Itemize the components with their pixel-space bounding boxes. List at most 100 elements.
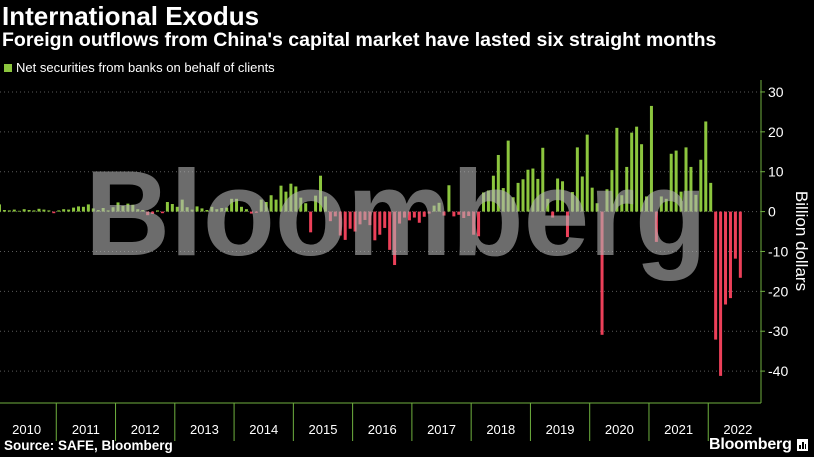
bar-2011-month-8 xyxy=(91,208,95,212)
bloomberg-terminal-icon xyxy=(796,439,808,451)
bar-2020-month-8 xyxy=(625,166,629,212)
bar-2017-month-4 xyxy=(427,211,431,214)
x-tick-label-2010: 2010 xyxy=(12,422,41,437)
bar-2014-month-11 xyxy=(284,191,288,212)
bar-2011-month-11 xyxy=(106,210,110,212)
bar-2019-month-6 xyxy=(556,178,560,212)
bar-2012-month-10 xyxy=(160,211,164,214)
bar-2013-month-2 xyxy=(180,199,184,212)
bar-2014-month-1 xyxy=(235,198,239,212)
legend-swatch xyxy=(4,64,12,72)
bar-2010-month-10 xyxy=(42,209,46,212)
bar-2020-month-6 xyxy=(615,127,619,212)
bar-2016-month-8 xyxy=(388,211,392,250)
y-tick-label--30: -30 xyxy=(768,323,788,339)
bar-2019-month-12 xyxy=(585,134,589,212)
bar-2019-month-9 xyxy=(570,192,574,212)
bar-2011-month-2 xyxy=(62,209,66,212)
bar-2016-month-5 xyxy=(373,211,377,241)
bar-2017-month-8 xyxy=(447,185,451,212)
bar-2010-month-2 xyxy=(2,210,6,212)
bar-2020-month-1 xyxy=(590,187,594,212)
y-tick-label-20: 20 xyxy=(768,124,784,140)
x-tick-label-2015: 2015 xyxy=(309,422,338,437)
bar-2014-month-4 xyxy=(249,211,253,214)
x-tick-label-2021: 2021 xyxy=(664,422,693,437)
y-tick-labels: 30 20 10 0 -10 -20 -30 -40 xyxy=(768,84,788,379)
legend-label: Net securities from banks on behalf of c… xyxy=(16,60,275,75)
bar-2022-month-1 xyxy=(709,182,713,212)
x-tick-label-2019: 2019 xyxy=(546,422,575,437)
bar-2019-month-1 xyxy=(531,168,535,212)
bar-2018-month-3 xyxy=(482,192,486,212)
bar-2016-month-1 xyxy=(353,211,357,232)
bar-2020-month-12 xyxy=(645,196,648,212)
watermark: Bloomberg xyxy=(85,145,707,281)
bar-2017-month-9 xyxy=(452,211,456,217)
bar-2018-month-9 xyxy=(511,197,515,212)
bar-2015-month-11 xyxy=(343,211,347,240)
y-tick-label--10: -10 xyxy=(768,243,788,259)
x-tick-label-2017: 2017 xyxy=(427,422,456,437)
bar-2016-month-6 xyxy=(378,211,382,235)
bar-2016-month-10 xyxy=(398,211,402,224)
bar-2018-month-1 xyxy=(472,211,476,235)
bar-2016-month-3 xyxy=(363,211,367,220)
bar-2010-month-8 xyxy=(32,210,36,212)
bar-2013-month-4 xyxy=(190,209,194,212)
bar-2021-month-9 xyxy=(689,166,693,212)
bar-2020-month-7 xyxy=(620,195,624,212)
bar-2015-month-8 xyxy=(328,211,332,222)
bar-2011-month-4 xyxy=(72,207,76,212)
bar-2021-month-1 xyxy=(649,105,653,212)
bar-2014-month-10 xyxy=(279,185,283,212)
bar-2017-month-11 xyxy=(462,211,466,218)
bar-2018-month-5 xyxy=(491,175,495,212)
bar-2014-month-9 xyxy=(274,199,278,212)
bar-2022-month-4 xyxy=(724,211,728,305)
x-tick-label-2014: 2014 xyxy=(249,422,278,437)
x-tick-label-2016: 2016 xyxy=(368,422,397,437)
bar-2021-month-6 xyxy=(674,150,678,212)
bar-2012-month-1 xyxy=(116,202,120,212)
bar-2010-month-3 xyxy=(7,210,11,212)
bar-2017-month-10 xyxy=(457,211,461,215)
bar-2010-month-7 xyxy=(27,210,31,212)
x-tick-label-2012: 2012 xyxy=(131,422,160,437)
bar-2012-month-9 xyxy=(156,210,160,212)
bar-2020-month-4 xyxy=(605,189,609,212)
bar-2020-month-3 xyxy=(600,211,604,335)
bar-2014-month-2 xyxy=(239,206,243,212)
y-tick-label--40: -40 xyxy=(768,363,788,379)
bar-2019-month-5 xyxy=(551,211,555,218)
bar-2021-month-8 xyxy=(684,147,688,212)
bar-2014-month-5 xyxy=(254,211,258,213)
bar-2021-month-5 xyxy=(669,153,673,212)
bar-2013-month-12 xyxy=(230,198,234,212)
bar-2012-month-3 xyxy=(126,203,130,212)
bar-2020-month-2 xyxy=(595,203,599,212)
bar-2017-month-12 xyxy=(467,211,471,216)
bar-2012-month-12 xyxy=(170,204,174,212)
bar-2017-month-7 xyxy=(442,211,446,216)
bar-2020-month-10 xyxy=(635,126,639,212)
bar-2019-month-7 xyxy=(561,181,565,212)
bar-2014-month-3 xyxy=(244,209,248,212)
bar-2012-month-4 xyxy=(131,204,135,212)
bar-2014-month-7 xyxy=(264,202,268,212)
bar-2012-month-7 xyxy=(146,211,150,216)
bar-2022-month-6 xyxy=(733,211,737,259)
bar-2011-month-1 xyxy=(57,210,61,212)
bar-2013-month-8 xyxy=(210,206,214,212)
bar-2017-month-6 xyxy=(437,202,441,212)
bar-2015-month-12 xyxy=(348,211,352,229)
bar-2018-month-7 xyxy=(501,188,505,212)
bar-2018-month-2 xyxy=(477,211,481,237)
bar-2015-month-1 xyxy=(294,186,298,212)
bar-2018-month-12 xyxy=(526,169,530,212)
bar-2015-month-6 xyxy=(319,175,323,212)
legend: Net securities from banks on behalf of c… xyxy=(4,60,275,76)
bar-2013-month-10 xyxy=(220,208,224,212)
bar-2017-month-1 xyxy=(412,211,416,218)
